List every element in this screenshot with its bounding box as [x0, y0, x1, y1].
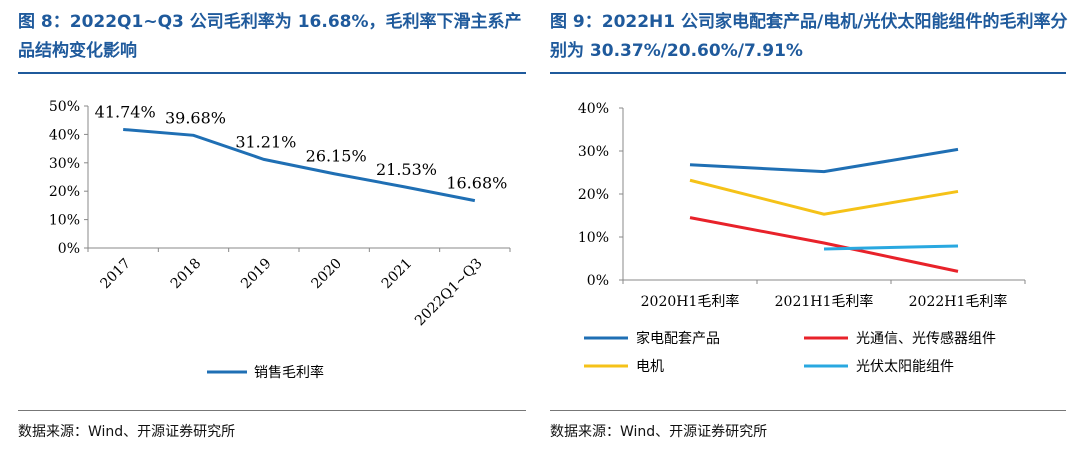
source-divider — [550, 410, 1066, 411]
series-line-0 — [689, 147, 959, 174]
series-line-2 — [689, 178, 959, 216]
x-tick-label: 2021 — [379, 256, 416, 293]
y-tick-label: 20% — [49, 184, 80, 200]
chart-panel-gross-margin: 图 8：2022Q1~Q3 公司毛利率为 16.68%，毛利率下滑主系产品结构变… — [0, 0, 540, 456]
legend-label: 电机 — [636, 359, 664, 375]
x-tick-label: 2020H1毛利率 — [641, 293, 740, 310]
source-divider — [18, 410, 526, 411]
source-note: 数据来源：Wind、开源证券研究所 — [550, 424, 768, 440]
x-tick-label: 2017 — [97, 256, 134, 293]
chart-title: 图 9：2022H1 公司家电配套产品/电机/光伏太阳能组件的毛利率分别为 30… — [550, 12, 1068, 61]
y-tick-label: 40% — [578, 101, 609, 117]
legend-label: 光通信、光传感器组件 — [856, 330, 996, 347]
chart-panel-segment-margin: 图 9：2022H1 公司家电配套产品/电机/光伏太阳能组件的毛利率分别为 30… — [540, 0, 1080, 456]
y-tick-label: 20% — [578, 187, 609, 203]
legend-label: 家电配套产品 — [636, 330, 720, 347]
x-tick-label: 2022Q1~Q3 — [412, 256, 486, 330]
legend-label: 光伏太阳能组件 — [856, 359, 954, 375]
x-tick-label: 2019 — [238, 256, 275, 293]
x-tick-label: 2020 — [308, 256, 345, 293]
data-label: 16.68% — [446, 174, 507, 193]
legend-label: 销售毛利率 — [254, 364, 324, 381]
source-note: 数据来源：Wind、开源证券研究所 — [18, 424, 236, 440]
y-tick-label: 50% — [49, 99, 80, 115]
data-label: 26.15% — [306, 147, 367, 166]
y-tick-label: 10% — [49, 213, 80, 229]
data-label: 39.68% — [165, 108, 226, 127]
x-tick-label: 2021H1毛利率 — [775, 293, 874, 310]
y-tick-label: 10% — [578, 230, 609, 246]
series-line-1 — [689, 216, 959, 273]
y-tick-label: 0% — [58, 241, 80, 257]
segment-margin-line-chart: 0% 10% 20% 30% 40% 2020H1毛利率 2021H1毛利率 2022H1毛利… — [578, 101, 1026, 375]
x-tick-label: 2018 — [168, 256, 205, 293]
y-tick-label: 30% — [578, 144, 609, 160]
data-label: 41.74% — [95, 102, 156, 121]
y-tick-label: 0% — [587, 273, 609, 289]
title-divider — [18, 72, 526, 74]
y-tick-label: 40% — [49, 127, 80, 143]
y-tick-label: 30% — [49, 156, 80, 172]
gross-margin-line-chart: 0% 10% 20% 30% 40% 50% 2017 2018 2019 2020 2021202… — [49, 99, 511, 381]
data-label: 21.53% — [376, 160, 437, 179]
data-label: 31.21% — [235, 132, 296, 151]
chart-title: 图 8：2022Q1~Q3 公司毛利率为 16.68%，毛利率下滑主系产品结构变… — [18, 12, 522, 61]
series-line-3 — [823, 244, 959, 251]
x-tick-label: 2022H1毛利率 — [909, 293, 1008, 310]
series-line-gross-margin — [123, 127, 476, 203]
title-divider — [550, 72, 1066, 74]
